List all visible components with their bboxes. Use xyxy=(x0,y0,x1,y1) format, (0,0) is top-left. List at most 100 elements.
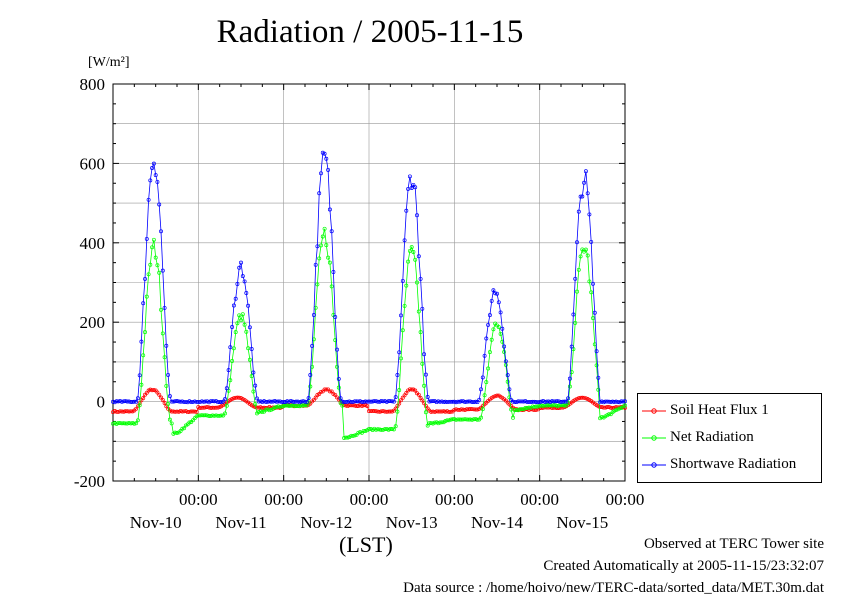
data-point xyxy=(281,404,286,409)
y-tick-label: 200 xyxy=(80,313,106,332)
data-point xyxy=(132,421,137,426)
data-point xyxy=(244,329,249,334)
data-point xyxy=(559,400,563,404)
data-point xyxy=(459,399,464,404)
data-point xyxy=(409,186,414,190)
data-point xyxy=(601,400,606,405)
data-point xyxy=(173,409,178,414)
data-point xyxy=(575,289,579,294)
data-point xyxy=(201,399,206,404)
data-point xyxy=(479,415,483,420)
data-point xyxy=(256,399,261,404)
data-point xyxy=(292,403,297,408)
data-point xyxy=(164,383,169,388)
data-point xyxy=(527,405,531,410)
data-point xyxy=(550,399,555,404)
data-point xyxy=(308,384,313,389)
data-point xyxy=(231,346,236,351)
data-point xyxy=(583,247,588,252)
data-point xyxy=(329,229,334,234)
data-point xyxy=(175,409,179,414)
data-point xyxy=(436,409,441,414)
data-point xyxy=(317,191,322,196)
data-point xyxy=(580,395,585,400)
data-point xyxy=(415,213,419,218)
data-point xyxy=(516,399,521,404)
data-point xyxy=(470,407,475,412)
data-point xyxy=(562,399,567,404)
data-point xyxy=(470,417,475,422)
data-point xyxy=(256,405,261,410)
data-point xyxy=(489,337,494,342)
data-point xyxy=(592,310,597,315)
data-point xyxy=(363,429,368,433)
data-point xyxy=(231,396,236,401)
data-point xyxy=(525,406,530,410)
data-point xyxy=(212,399,217,404)
data-point xyxy=(260,406,265,411)
data-point xyxy=(196,413,201,418)
data-point xyxy=(335,347,339,352)
data-point xyxy=(336,376,341,381)
data-point xyxy=(139,382,144,387)
data-point xyxy=(416,254,421,259)
data-point xyxy=(160,398,165,402)
data-point xyxy=(429,409,434,414)
data-point xyxy=(288,399,293,403)
data-point xyxy=(463,400,467,405)
data-point xyxy=(388,409,393,414)
data-point xyxy=(607,405,611,409)
data-point xyxy=(614,399,619,404)
data-point xyxy=(201,405,206,410)
data-point xyxy=(466,399,471,404)
data-point xyxy=(406,186,411,191)
data-point xyxy=(391,427,396,432)
data-point xyxy=(448,409,453,414)
data-point xyxy=(402,303,407,308)
y-tick-label: 0 xyxy=(97,393,106,412)
data-point xyxy=(189,400,194,405)
data-point xyxy=(596,387,601,392)
data-point xyxy=(438,420,443,425)
data-point xyxy=(123,409,128,414)
data-point xyxy=(603,399,608,404)
data-point xyxy=(319,243,323,248)
data-point xyxy=(482,353,487,358)
data-point xyxy=(173,430,178,435)
data-point xyxy=(578,254,583,259)
data-point xyxy=(605,405,610,409)
data-point xyxy=(118,421,123,426)
data-point xyxy=(596,375,601,380)
data-point xyxy=(143,330,147,335)
data-point xyxy=(230,397,235,401)
data-point xyxy=(340,403,345,408)
data-point xyxy=(393,424,398,429)
data-point xyxy=(237,313,242,318)
data-point xyxy=(313,262,318,267)
data-point xyxy=(585,191,590,196)
data-point xyxy=(342,400,347,405)
chart-title: Radiation / 2005-11-15 xyxy=(216,14,524,50)
data-point xyxy=(491,394,496,399)
data-point xyxy=(196,399,201,404)
data-point xyxy=(576,267,581,272)
data-point xyxy=(493,394,498,399)
data-point xyxy=(203,399,208,404)
data-point xyxy=(187,409,192,414)
data-point xyxy=(591,316,595,321)
data-point xyxy=(397,350,402,355)
data-point xyxy=(315,282,320,287)
data-point xyxy=(423,372,428,377)
data-point xyxy=(207,405,211,410)
data-point xyxy=(443,399,448,404)
data-point xyxy=(240,397,245,402)
x-tick-date: Nov-13 xyxy=(386,513,438,532)
series-shortwave-radiation xyxy=(111,150,627,405)
data-point xyxy=(404,208,409,213)
data-point xyxy=(155,179,160,184)
data-point xyxy=(400,395,405,400)
data-point xyxy=(578,194,583,199)
data-point xyxy=(247,357,252,362)
data-point xyxy=(153,173,158,178)
data-point xyxy=(512,400,517,405)
